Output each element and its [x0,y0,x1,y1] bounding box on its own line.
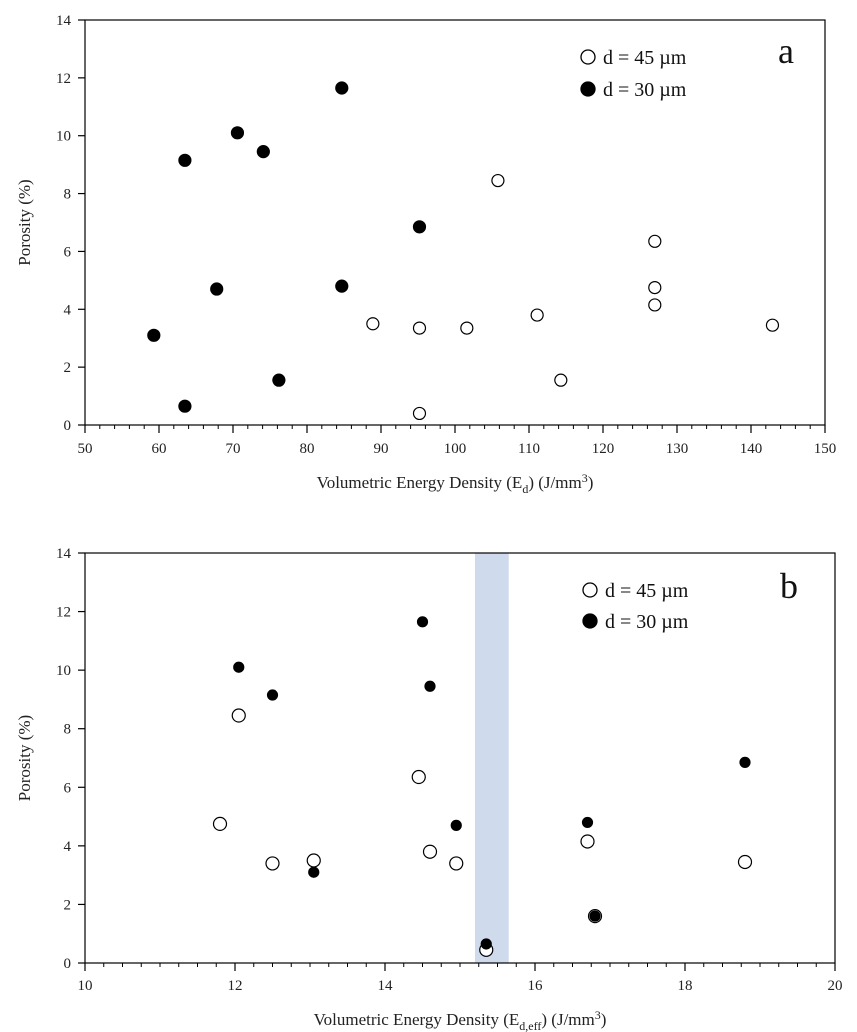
y-tick-label: 10 [56,663,71,679]
y-tick-label: 4 [64,302,72,318]
data-point-filled [230,126,245,140]
data-point-open [366,317,380,331]
data-point-filled [147,328,161,342]
legend-marker [580,49,596,65]
x-tick-label: 18 [678,978,693,994]
data-point-filled [739,756,751,768]
x-tick-label: 110 [518,441,540,457]
data-point-open [449,856,464,871]
y-tick-label: 2 [64,360,72,376]
x-tick-label: 140 [740,441,763,457]
y-tick-label: 10 [56,129,71,145]
data-point-open [412,321,427,335]
y-tick-label: 6 [64,244,72,260]
data-point-filled [424,680,436,692]
y-tick-label: 8 [64,187,72,203]
data-point-filled [416,616,429,628]
y-tick-label: 8 [64,722,72,738]
highlight-band [475,553,509,963]
data-point-open [648,280,662,295]
y-tick-label: 12 [56,71,71,87]
chart-panel-a: 50 60 70 80 90 100 110 120 130 140 150 0 2 4 6 8 10 12 14 V… [15,13,836,496]
data-point-filled [589,910,601,922]
data-point-filled [210,282,224,296]
legend-label: d = 30 µm [605,611,689,633]
x-tick-label: 130 [666,441,689,457]
data-point-filled [266,689,279,701]
x-tick-label: 14 [378,978,394,994]
panel-label: a [778,31,794,71]
data-point-filled [480,938,492,950]
legend-label: d = 45 µm [605,580,689,602]
data-point-open [212,816,228,831]
legend-label: d = 30 µm [603,79,687,101]
y-axis-title: Porosity (%) [15,715,34,801]
data-point-open [765,318,780,332]
x-tick-label: 80 [300,441,315,457]
data-point-filled [450,819,462,831]
data-point-filled [233,661,245,673]
data-point-filled [178,399,192,413]
legend-marker [580,81,596,97]
panel-label: b [780,566,798,606]
x-axis-title: Volumetric Energy Density (Ed,eff) (J/mm… [314,1008,607,1032]
data-point-open [412,406,427,421]
y-tick-label: 0 [64,418,72,434]
x-tick-label: 90 [374,441,389,457]
data-point-open [530,308,544,322]
data-point-filled [256,145,270,159]
data-point-open [737,854,753,870]
data-point-open [422,844,438,859]
legend-label: d = 45 µm [603,47,687,69]
x-axis-title: Volumetric Energy Density (Ed) (J/mm3) [317,471,594,496]
data-point-filled [335,279,349,293]
data-point-filled [178,153,192,167]
data-point-filled [308,866,320,878]
x-tick-label: 50 [78,441,93,457]
data-point-filled [272,373,286,387]
data-point-open [648,234,662,248]
y-tick-label: 2 [64,897,72,913]
chart-panel-b: 10 12 14 16 18 20 0 2 4 6 8 10 12 14 Volumetric Energy… [15,546,843,1032]
y-tick-label: 4 [64,839,72,855]
data-point-open [491,173,505,188]
data-point-open [306,853,321,868]
data-point-open [411,769,426,785]
x-tick-label: 120 [592,441,615,457]
data-point-filled [412,220,427,234]
data-point-filled [581,816,594,829]
data-point-open [648,298,662,312]
data-point-open [265,856,280,871]
data-point-open [231,708,246,723]
y-tick-label: 12 [56,605,71,621]
x-tick-label: 12 [228,978,243,994]
x-tick-label: 16 [528,978,544,994]
data-point-open [580,834,595,849]
y-tick-label: 14 [56,13,72,29]
data-point-open [460,321,474,335]
x-tick-label: 10 [78,978,93,994]
y-tick-label: 6 [64,780,72,796]
plot-frame [84,19,826,426]
data-point-open [554,373,568,387]
x-tick-label: 70 [226,441,241,457]
x-tick-label: 150 [814,441,837,457]
y-tick-label: 0 [64,956,72,972]
x-tick-label: 20 [828,978,843,994]
legend-marker [582,582,598,598]
x-tick-label: 100 [444,441,467,457]
y-axis-title: Porosity (%) [15,179,34,265]
y-tick-label: 14 [56,546,72,562]
x-tick-label: 60 [152,441,167,457]
plot-frame [84,552,836,964]
legend-marker [582,613,598,629]
data-point-filled [335,81,349,95]
